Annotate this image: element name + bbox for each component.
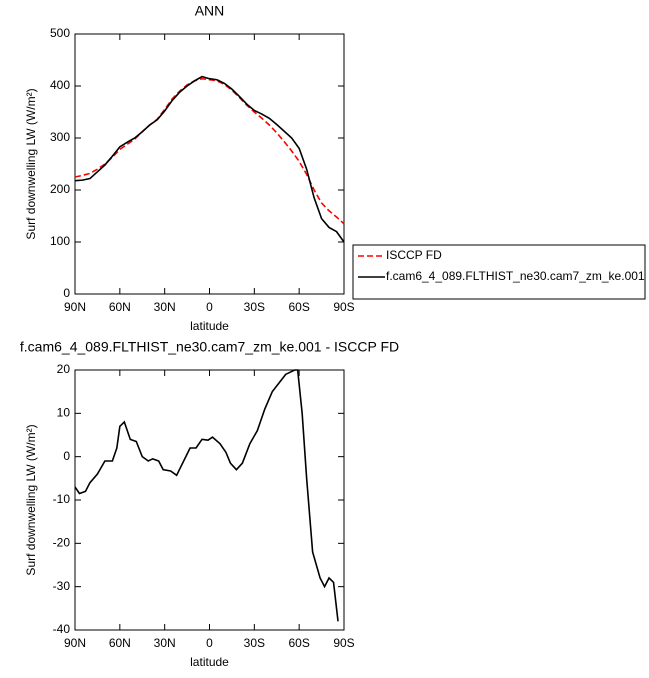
x-tick-label: 90N <box>64 636 86 650</box>
y-tick-label: 10 <box>57 406 71 420</box>
plot-frame <box>74 369 345 631</box>
y-tick-label: 300 <box>50 130 70 144</box>
x-tick-label: 90S <box>333 636 354 650</box>
x-tick-label: 0 <box>206 636 213 650</box>
y-axis-label: Surf downwelling LW (W/m²) <box>24 424 38 575</box>
x-tick-label: 90N <box>64 300 86 314</box>
x-tick-label: 30N <box>154 636 176 650</box>
x-tick-label: 60N <box>109 300 131 314</box>
data-line <box>74 75 345 243</box>
chart-title: ANN <box>195 3 225 19</box>
x-tick-label: 30S <box>244 300 265 314</box>
legend-box <box>352 244 646 300</box>
data-line <box>74 369 339 622</box>
legend-label: ISCCP FD <box>386 248 442 262</box>
x-axis-label: latitude <box>190 319 229 333</box>
x-tick-label: 60S <box>288 300 309 314</box>
x-tick-label: 30N <box>154 300 176 314</box>
x-tick-label: 60N <box>109 636 131 650</box>
x-tick-label: 90S <box>333 300 354 314</box>
y-tick-label: 400 <box>50 78 70 92</box>
y-tick-label: 500 <box>50 26 70 40</box>
x-tick-label: 0 <box>206 300 213 314</box>
y-tick-label: -40 <box>53 622 71 636</box>
y-axis-label: Surf downwelling LW (W/m²) <box>24 88 38 239</box>
x-tick-label: 30S <box>244 636 265 650</box>
y-tick-label: -20 <box>53 536 71 550</box>
data-line <box>74 77 345 225</box>
y-tick-label: 0 <box>63 286 70 300</box>
x-tick-label: 60S <box>288 636 309 650</box>
chart-title: f.cam6_4_089.FLTHIST_ne30.cam7_zm_ke.001… <box>20 339 399 355</box>
y-tick-label: 0 <box>63 449 70 463</box>
legend-label: f.cam6_4_089.FLTHIST_ne30.cam7_zm_ke.001 <box>386 269 645 283</box>
plot-frame <box>74 33 345 295</box>
y-tick-label: 20 <box>57 362 71 376</box>
y-tick-label: -10 <box>53 492 71 506</box>
x-axis-label: latitude <box>190 655 229 669</box>
y-tick-label: -30 <box>53 579 71 593</box>
y-tick-label: 200 <box>50 182 70 196</box>
y-tick-label: 100 <box>50 234 70 248</box>
